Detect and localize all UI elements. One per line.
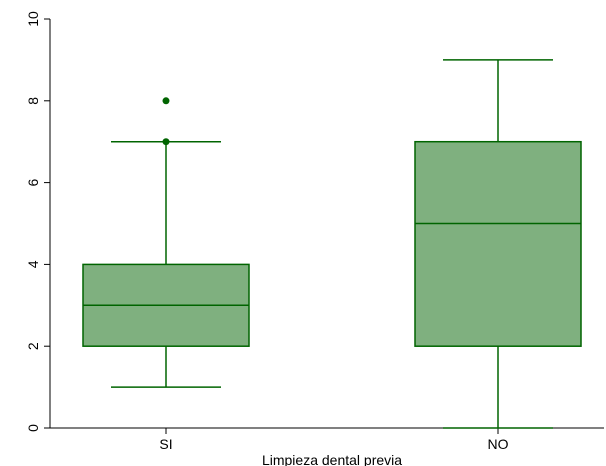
box-no (414, 59, 582, 429)
outlier-point (162, 138, 170, 146)
iqr-box (414, 140, 582, 347)
box-si (82, 97, 250, 388)
x-tick-label: SI (159, 436, 172, 452)
y-tick-label: 10 (25, 11, 41, 27)
y-tick-label: 0 (25, 424, 41, 432)
x-tick-label: NO (488, 436, 509, 452)
y-tick-label: 2 (25, 342, 41, 350)
y-tick-label: 6 (25, 178, 41, 186)
outlier-point (162, 97, 170, 105)
y-tick-label: 4 (25, 260, 41, 268)
boxes-group (82, 59, 582, 429)
axes-group: 0 2 4 6 8 10 SI NO (25, 11, 604, 452)
x-axis-title: Limpieza dental previa (262, 452, 402, 466)
y-tick-label: 8 (25, 97, 41, 105)
